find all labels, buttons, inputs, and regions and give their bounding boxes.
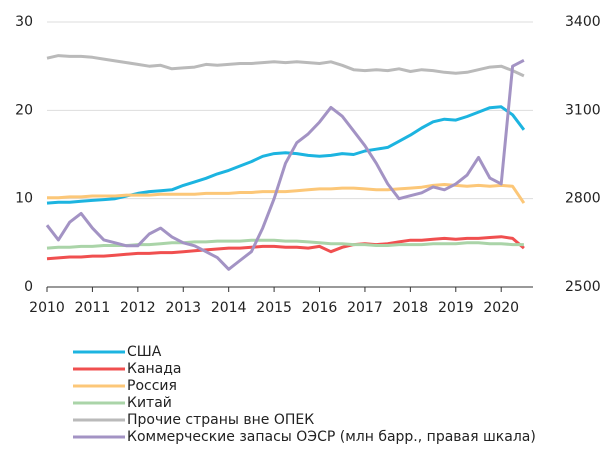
y-tick-label: 0 (24, 279, 33, 295)
series-line (46, 54, 525, 78)
x-tick-label: 2014 (211, 300, 247, 316)
legend-label: Прочие страны вне ОПЕК (127, 412, 314, 428)
y2-tick-label: 2800 (565, 191, 601, 207)
y-tick-label: 10 (15, 191, 33, 207)
x-tick-label: 2016 (302, 300, 338, 316)
x-tick-label: 2020 (483, 300, 519, 316)
legend-label: Россия (127, 378, 177, 394)
x-tick-label: 2015 (256, 300, 292, 316)
x-tick-label: 2011 (75, 300, 111, 316)
series-line (46, 105, 526, 205)
x-tick-label: 2013 (165, 300, 201, 316)
x-tick-label: 2019 (438, 300, 474, 316)
x-tick-label: 2018 (393, 300, 429, 316)
legend-label: Коммерческие запасы ОЭСР (млн барр., пра… (127, 429, 536, 445)
legend-label: Китай (127, 395, 172, 411)
y2-tick-label: 2500 (565, 279, 601, 295)
legend-label: США (127, 344, 162, 360)
y2-tick-label: 3100 (565, 102, 601, 118)
y-tick-label: 30 (15, 14, 33, 30)
y-tick-label: 20 (15, 102, 33, 118)
x-tick-label: 2010 (29, 300, 65, 316)
y2-tick-label: 3400 (565, 14, 601, 30)
x-tick-label: 2012 (120, 300, 156, 316)
series-line (45, 58, 525, 271)
x-tick-label: 2017 (347, 300, 383, 316)
series-line (46, 235, 525, 261)
legend-label: Канада (127, 361, 182, 377)
series-line (47, 183, 526, 204)
